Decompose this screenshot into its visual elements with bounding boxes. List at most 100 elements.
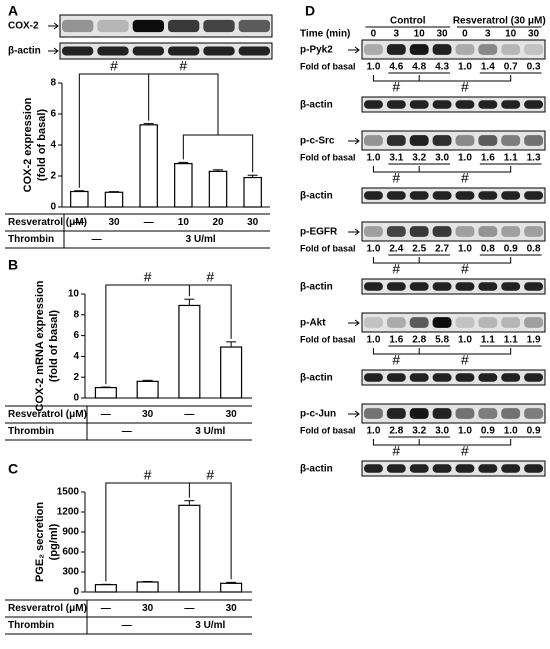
bar	[104, 191, 124, 208]
fold-value: 4.6	[389, 62, 403, 73]
blot-band	[455, 135, 475, 146]
blot-band	[501, 44, 521, 55]
blot-band	[386, 317, 406, 328]
table-cell: —	[101, 603, 111, 614]
table-cell: 3 U/ml	[195, 620, 225, 631]
blot-band	[364, 408, 383, 419]
time-point: 30	[437, 29, 449, 40]
blot-band	[97, 19, 129, 33]
fold-value: 1.1	[504, 153, 518, 164]
table-cell: 30	[226, 603, 238, 614]
blot	[361, 130, 546, 151]
blot-arrow	[348, 46, 360, 54]
table-cell: 30	[226, 409, 238, 420]
bracket	[372, 166, 420, 173]
blot-band	[386, 408, 406, 419]
significance: #	[461, 352, 469, 368]
fold-value: 1.0	[458, 335, 472, 346]
table-cell: —	[101, 409, 111, 420]
significance: #	[461, 443, 469, 459]
table-cell: 30	[108, 217, 120, 228]
blot-band	[501, 135, 521, 146]
blot-arrow	[348, 410, 360, 418]
blot-band	[409, 282, 429, 291]
bracket	[148, 73, 219, 135]
blot-band	[455, 100, 475, 109]
y-axis-title: PGE₂ secretion	[34, 502, 46, 582]
blot-band	[203, 19, 235, 33]
y-tick-label: 6	[73, 330, 79, 341]
bar	[94, 387, 117, 399]
blot-band	[432, 373, 452, 382]
row-label: Resveratrol (μM)	[8, 217, 87, 228]
blot-band	[364, 44, 383, 55]
fold-label: Fold of basal	[300, 61, 356, 71]
blot-band	[62, 46, 94, 56]
blot-band	[478, 464, 498, 473]
row-label: Thrombin	[8, 234, 54, 245]
fold-value: 1.6	[481, 153, 495, 164]
table-cell: 30	[142, 603, 154, 614]
row-label: Resveratrol (μM)	[8, 603, 87, 614]
group-label: Resveratrol (30 μM)	[453, 16, 546, 27]
blot-band	[432, 226, 452, 237]
blot-band	[524, 408, 543, 419]
bracket	[419, 166, 512, 173]
fold-value: 1.0	[504, 426, 518, 437]
blot	[361, 369, 546, 386]
blot-band	[455, 464, 475, 473]
blot	[361, 312, 546, 333]
significance: #	[461, 79, 469, 95]
fold-value: 2.8	[412, 335, 426, 346]
fold-value: 1.0	[458, 426, 472, 437]
blot-band	[386, 226, 406, 237]
blot-band	[501, 282, 521, 291]
blot-band	[386, 135, 406, 146]
bar	[243, 176, 262, 208]
y-tick-label: 8	[50, 78, 56, 89]
blot-band	[524, 464, 543, 473]
blot-band	[524, 373, 543, 382]
y-axis-title: COX-2 mRNA expression	[34, 280, 46, 411]
blot-band	[478, 226, 498, 237]
blot-band	[478, 135, 498, 146]
y-tick-label: 0	[73, 393, 79, 404]
blot	[361, 403, 546, 424]
blot-band	[364, 100, 383, 109]
blot-band	[203, 46, 235, 56]
bar	[136, 581, 159, 593]
fold-value: 1.9	[527, 335, 541, 346]
bar	[220, 346, 243, 399]
blot-band	[364, 135, 383, 146]
fold-value: 3.2	[412, 153, 426, 164]
panel-label: D	[305, 3, 315, 19]
significance: #	[461, 261, 469, 277]
fold-label: Fold of basal	[300, 334, 356, 344]
blot-band	[386, 191, 406, 200]
fold-value: 0.8	[481, 244, 495, 255]
blot	[361, 221, 546, 242]
fold-value: 0.7	[504, 62, 518, 73]
bracket	[372, 439, 420, 446]
significance: #	[144, 269, 152, 285]
blot-band	[409, 100, 429, 109]
time-label: Time (min)	[300, 29, 350, 40]
bracket	[189, 284, 232, 339]
bar	[178, 504, 201, 593]
blot	[361, 187, 546, 204]
blot-band	[409, 408, 429, 419]
fold-value: 1.0	[366, 62, 380, 73]
fold-label: Fold of basal	[300, 152, 356, 162]
time-point: 30	[528, 29, 540, 40]
blot-band	[455, 226, 475, 237]
table-cell: —	[74, 217, 84, 228]
y-tick-label: 1200	[57, 507, 80, 518]
blot-label: p-c-Src	[300, 136, 335, 147]
blot-band	[501, 100, 521, 109]
fold-value: 1.0	[366, 426, 380, 437]
fold-value: 0.3	[527, 62, 541, 73]
bar	[94, 584, 117, 593]
time-point: 3	[394, 29, 400, 40]
blot-band	[409, 44, 429, 55]
group-label: Control	[390, 16, 426, 27]
